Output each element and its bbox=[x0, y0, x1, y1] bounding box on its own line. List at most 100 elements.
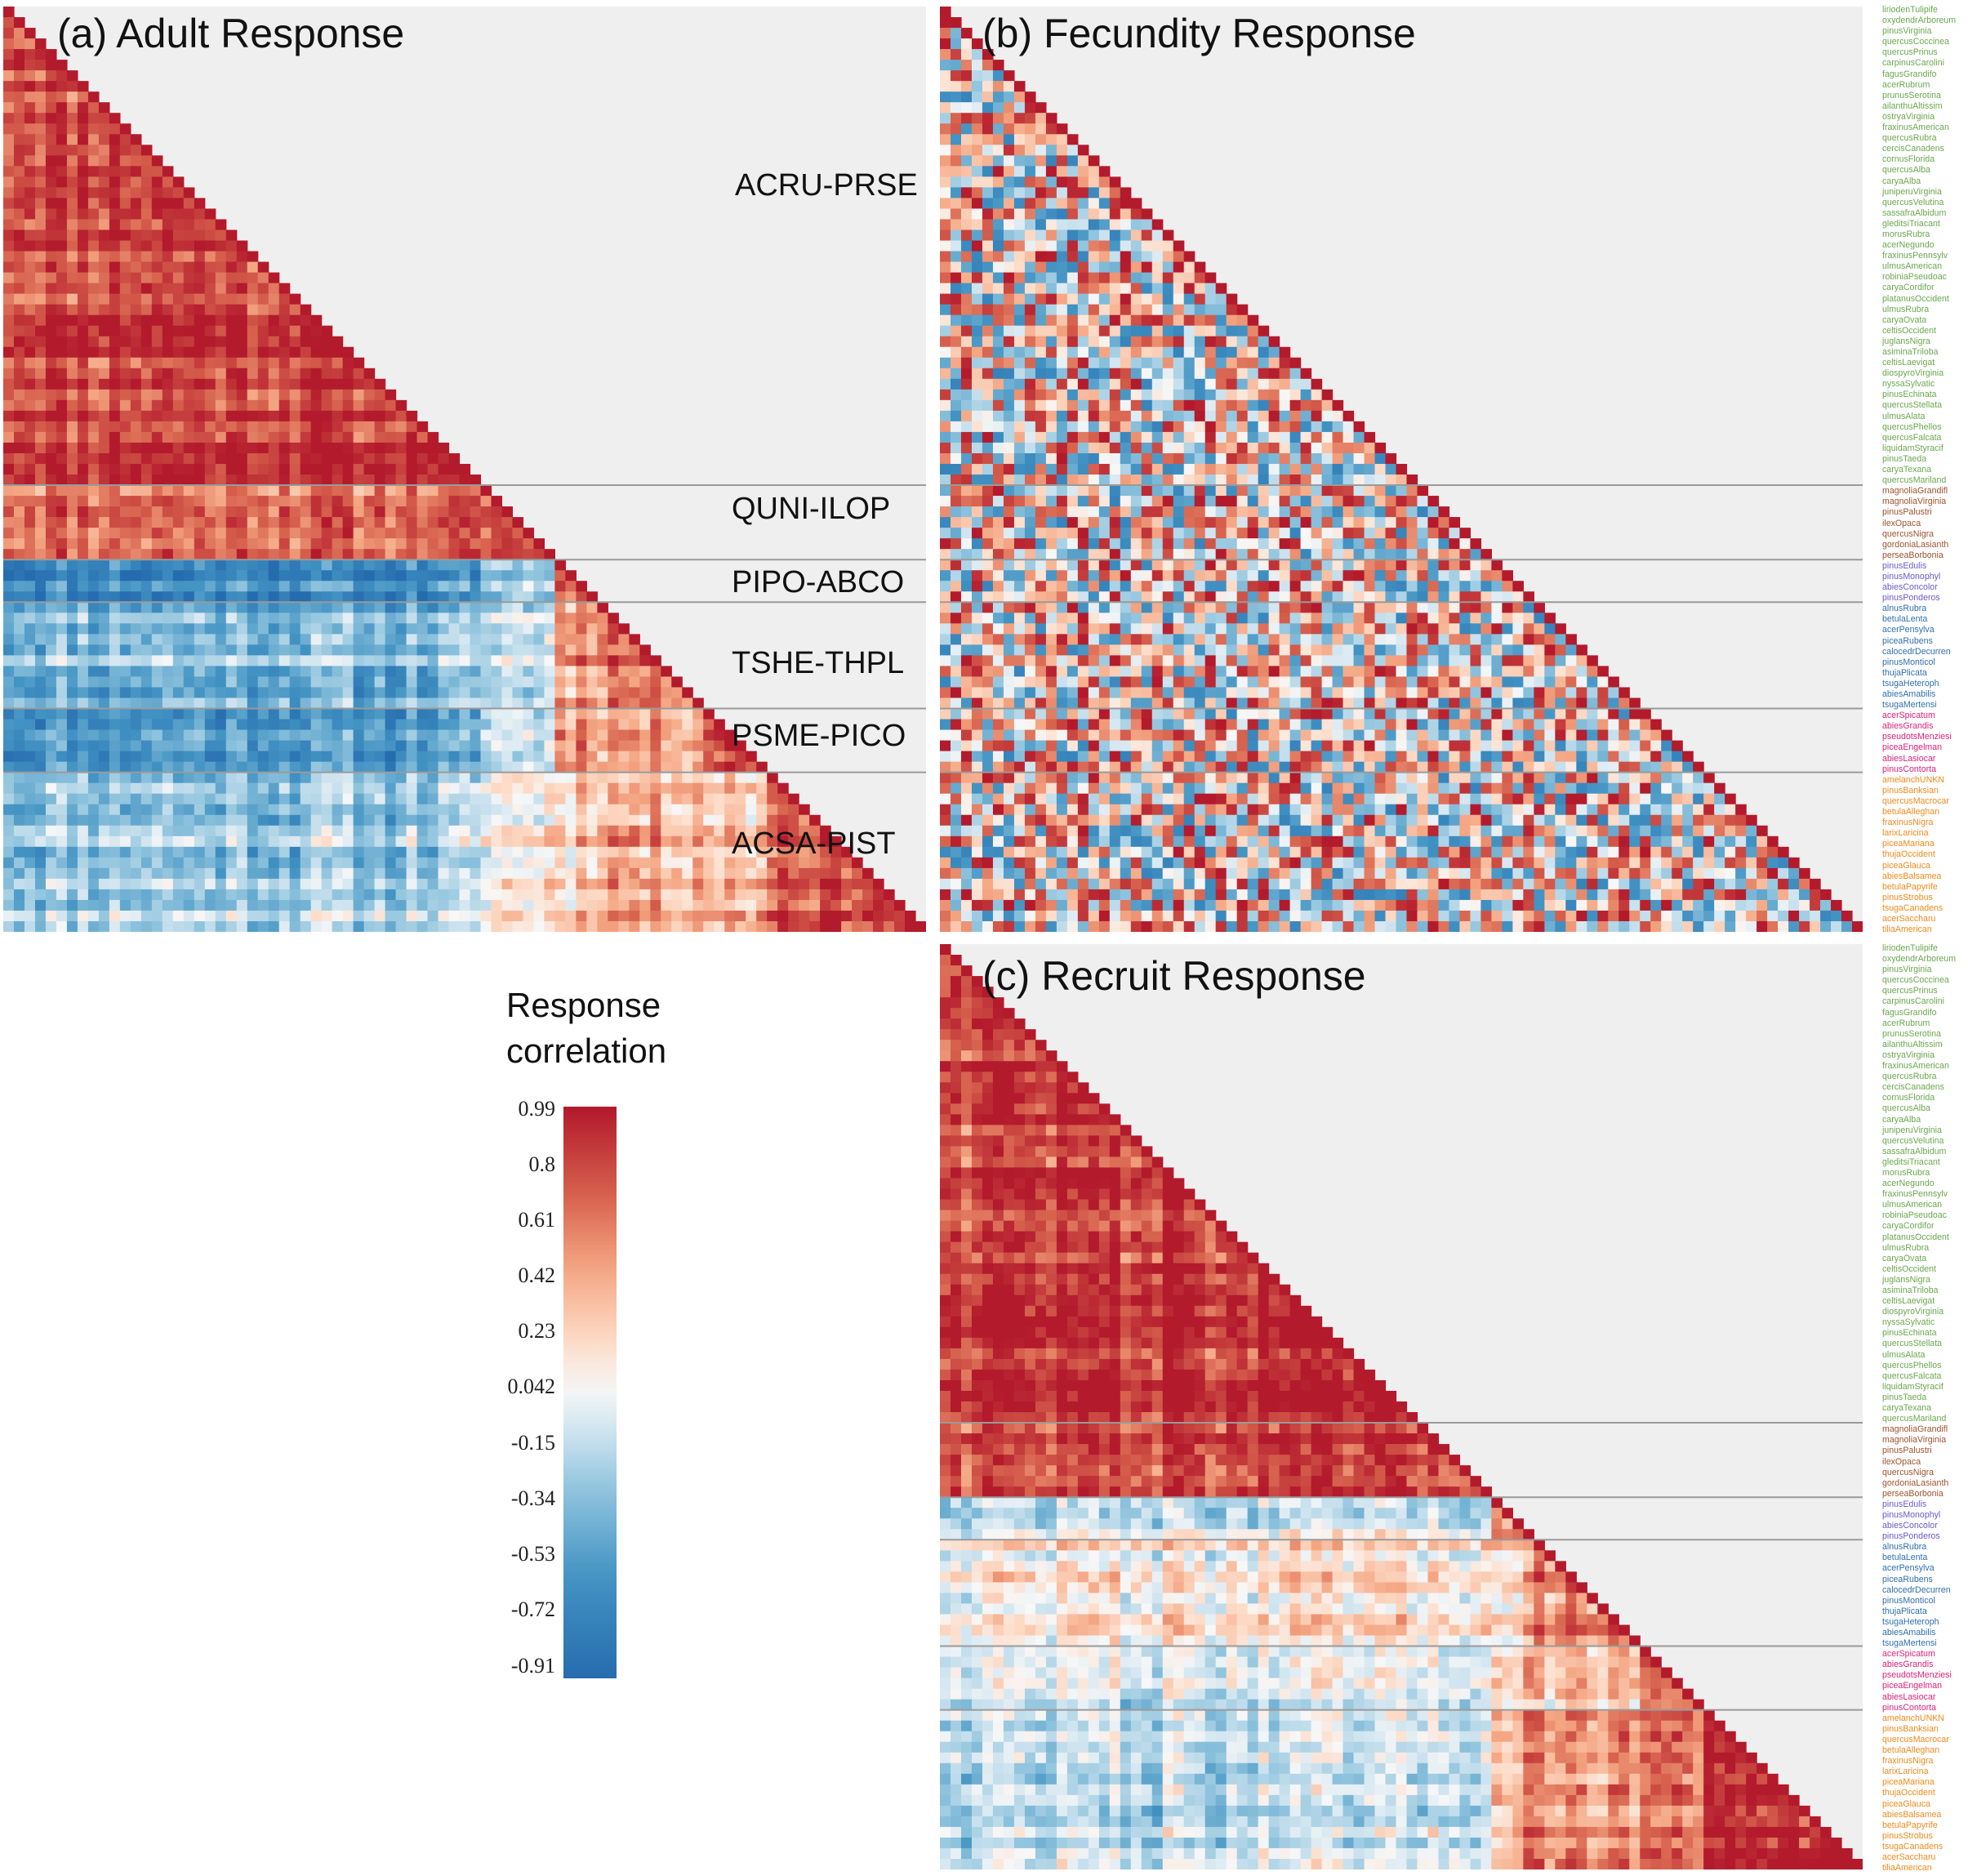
heatmap-cell bbox=[1003, 251, 1015, 263]
heatmap-cell bbox=[119, 910, 131, 922]
heatmap-cell bbox=[56, 719, 68, 731]
heatmap-cell bbox=[194, 463, 206, 475]
heatmap-cell bbox=[109, 187, 121, 199]
heatmap-cell bbox=[971, 410, 983, 422]
heatmap-cell bbox=[971, 378, 983, 390]
heatmap-cell bbox=[501, 878, 514, 890]
heatmap-cell bbox=[1204, 485, 1217, 497]
heatmap-cell bbox=[395, 708, 407, 720]
heatmap-cell bbox=[162, 452, 174, 465]
heatmap-cell bbox=[109, 113, 121, 124]
heatmap-cell bbox=[130, 378, 142, 390]
heatmap-cell bbox=[427, 666, 439, 678]
heatmap-cell bbox=[735, 751, 746, 763]
heatmap-cell bbox=[459, 772, 471, 784]
heatmap-cell bbox=[427, 697, 439, 710]
heatmap-cell bbox=[66, 910, 78, 922]
heatmap-cell bbox=[109, 910, 121, 922]
heatmap-cell bbox=[1130, 261, 1142, 274]
heatmap-cell bbox=[416, 740, 429, 752]
heatmap-cell bbox=[332, 910, 344, 922]
heatmap-cell bbox=[109, 506, 121, 518]
heatmap-cell bbox=[13, 261, 25, 274]
heatmap-cell bbox=[183, 293, 195, 305]
heatmap-cell bbox=[480, 570, 492, 582]
heatmap-cell bbox=[960, 198, 973, 210]
heatmap-cell bbox=[45, 272, 57, 284]
heatmap-cell bbox=[34, 613, 47, 624]
heatmap-cell bbox=[204, 782, 216, 795]
heatmap-cell bbox=[87, 219, 100, 231]
heatmap-cell bbox=[1035, 240, 1047, 252]
heatmap-cell bbox=[34, 314, 47, 327]
heatmap-cell bbox=[565, 857, 577, 869]
heatmap-cell bbox=[554, 719, 566, 731]
heatmap-cell bbox=[1003, 166, 1015, 177]
heatmap-adult bbox=[3, 7, 926, 932]
heatmap-cell bbox=[491, 751, 503, 763]
heatmap-cell bbox=[480, 889, 492, 901]
heatmap-cell bbox=[809, 867, 821, 880]
heatmap-cell bbox=[1035, 452, 1047, 465]
heatmap-cell bbox=[438, 528, 450, 539]
heatmap-cell bbox=[332, 634, 344, 645]
heatmap-cell bbox=[1289, 378, 1302, 390]
heatmap-cell bbox=[512, 676, 524, 688]
heatmap-cell bbox=[268, 836, 280, 848]
heatmap-cell bbox=[1013, 113, 1026, 124]
heatmap-cell bbox=[1130, 357, 1142, 369]
heatmap-cell bbox=[109, 145, 121, 156]
heatmap-cell bbox=[1215, 452, 1227, 465]
heatmap-cell bbox=[247, 261, 259, 274]
heatmap-cell bbox=[982, 431, 994, 443]
heatmap-cell bbox=[1045, 123, 1057, 135]
heatmap-cell bbox=[501, 836, 514, 848]
heatmap-cell bbox=[427, 506, 439, 518]
heatmap-cell bbox=[416, 581, 429, 592]
heatmap-cell bbox=[278, 697, 291, 710]
heatmap-cell bbox=[66, 81, 78, 92]
heatmap-cell bbox=[56, 761, 68, 773]
heatmap-cell bbox=[204, 240, 216, 252]
heatmap-cell bbox=[950, 81, 962, 92]
heatmap-cell bbox=[374, 889, 386, 901]
heatmap-cell bbox=[960, 421, 973, 433]
heatmap-cell bbox=[130, 570, 142, 582]
heatmap-cell bbox=[194, 293, 206, 305]
heatmap-cell bbox=[470, 538, 482, 550]
heatmap-cell bbox=[109, 496, 121, 507]
heatmap-cell bbox=[1045, 208, 1057, 221]
heatmap-cell bbox=[1194, 496, 1206, 507]
heatmap-cell bbox=[289, 314, 301, 327]
heatmap-cell bbox=[427, 708, 439, 720]
heatmap-cell bbox=[1077, 475, 1089, 486]
heatmap-cell bbox=[491, 878, 503, 890]
heatmap-cell bbox=[247, 528, 259, 539]
heatmap-cell bbox=[109, 261, 121, 274]
heatmap-cell bbox=[724, 889, 736, 901]
heatmap-cell bbox=[215, 591, 227, 603]
heatmap-cell bbox=[650, 719, 661, 731]
heatmap-cell bbox=[98, 208, 110, 221]
heatmap-cell bbox=[1353, 421, 1365, 433]
heatmap-cell bbox=[1385, 463, 1397, 475]
heatmap-cell bbox=[321, 761, 333, 773]
heatmap-cell bbox=[310, 506, 323, 518]
heatmap-cell bbox=[236, 814, 248, 827]
heatmap-cell bbox=[183, 751, 195, 763]
heatmap-cell bbox=[3, 496, 15, 507]
heatmap-cell bbox=[950, 38, 962, 50]
heatmap-cell bbox=[1236, 304, 1249, 316]
heatmap-cell bbox=[300, 687, 312, 699]
heatmap-cell bbox=[321, 410, 333, 422]
heatmap-cell bbox=[194, 357, 206, 369]
heatmap-cell bbox=[353, 708, 365, 720]
heatmap-cell bbox=[236, 378, 248, 390]
heatmap-cell bbox=[1088, 389, 1100, 401]
heatmap-cell bbox=[194, 570, 206, 582]
heatmap-cell bbox=[77, 357, 89, 369]
heatmap-cell bbox=[45, 166, 57, 177]
heatmap-cell bbox=[225, 570, 238, 582]
heatmap-cell bbox=[13, 910, 25, 922]
heatmap-cell bbox=[661, 889, 672, 901]
